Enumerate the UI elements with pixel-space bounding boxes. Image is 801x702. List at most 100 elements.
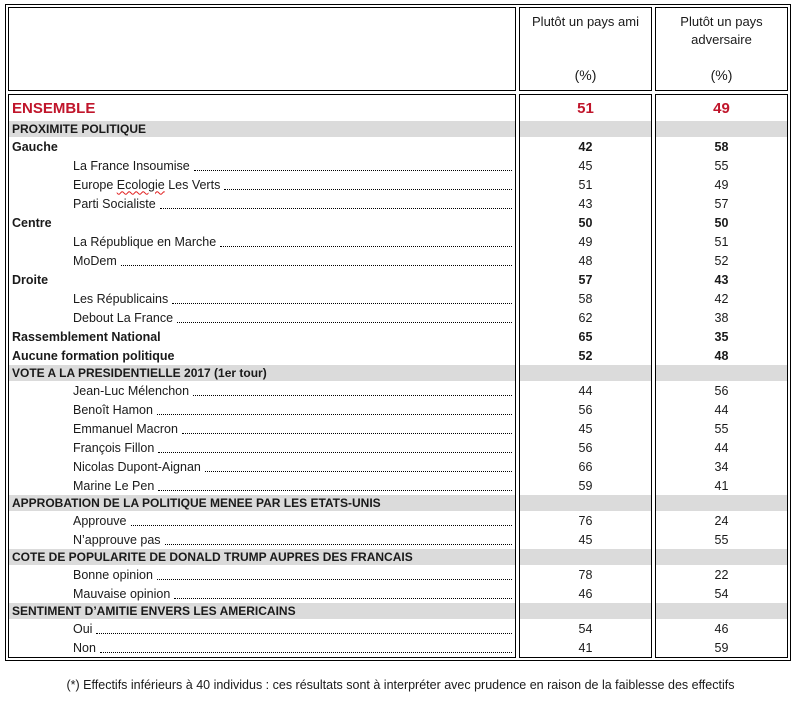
row-label: La France Insoumise [9, 156, 515, 175]
section-band-title: COTE DE POPULARITE DE DONALD TRUMP AUPRE… [9, 549, 515, 565]
adversaire-value-cell: 22 [714, 567, 729, 582]
dotted-leader [120, 265, 512, 266]
dotted-leader [99, 652, 512, 653]
row-label: La République en Marche [9, 232, 515, 251]
dotted-leader [204, 471, 512, 472]
adversaire-value-cell: 57 [714, 196, 729, 211]
row-label-text: Non [73, 640, 96, 655]
ami-value-cell: 45 [578, 532, 593, 547]
row-label: Centre [9, 213, 515, 232]
adversaire-value-cell: 49 [714, 177, 729, 192]
ami-value-cell: 54 [578, 621, 593, 636]
section-band-spacer [520, 549, 651, 565]
ami-value-cell: 65 [578, 329, 593, 344]
row-label: Rassemblement National [9, 327, 515, 346]
ami-value-cell: 57 [578, 272, 593, 287]
adversaire-value-cell: 42 [714, 291, 729, 306]
row-label: Nicolas Dupont-Aignan [9, 457, 515, 476]
ami-value-cell: 66 [578, 459, 593, 474]
labels-column: ENSEMBLE PROXIMITE POLITIQUE Gauche La Fra… [8, 94, 516, 658]
ensemble-row-label: ENSEMBLE [9, 95, 515, 121]
row-label-text: La France Insoumise [73, 158, 190, 173]
row-label: Approuve [9, 511, 515, 530]
dotted-leader [96, 633, 512, 634]
row-label: Europe Ecologie Les Verts [9, 175, 515, 194]
ami-value-cell: 45 [578, 421, 593, 436]
row-label-text: MoDem [73, 253, 117, 268]
misspelled-word: Ecologie [116, 177, 165, 192]
adversaire-values-column: 49 58 55 49 57 50 51 52 43 42 38 35 48 56 44 55 44 34 41 2… [655, 94, 788, 658]
dotted-leader [156, 414, 512, 415]
row-label-text: Emmanuel Macron [73, 421, 178, 436]
footnote: (*) Effectifs inférieurs à 40 individus … [66, 678, 735, 692]
ami-value-cell: 76 [578, 513, 593, 528]
ami-value-cell: 51 [578, 177, 593, 192]
adversaire-value-cell: 55 [714, 158, 729, 173]
section-band-spacer [656, 549, 787, 565]
row-label-text: Debout La France [73, 310, 174, 325]
adversaire-value-cell: 50 [714, 215, 729, 230]
ensemble-label: ENSEMBLE [12, 99, 96, 117]
row-label-text: Marine Le Pen [73, 478, 155, 493]
adversaire-value-cell: 55 [714, 421, 729, 436]
row-label: Aucune formation politique [9, 346, 515, 365]
adversaire-value-cell: 48 [714, 348, 729, 363]
dotted-leader [174, 598, 512, 599]
row-label: Emmanuel Macron [9, 419, 515, 438]
section-band-title: PROXIMITE POLITIQUE [9, 121, 515, 137]
ami-values-column: 51 42 45 51 43 50 49 48 57 58 62 65 52 44 56 45 56 66 59 7… [519, 94, 652, 658]
section-band-spacer [656, 495, 787, 511]
section-band-title: SENTIMENT D’AMITIE ENVERS LES AMERICAINS [9, 603, 515, 619]
ami-value-cell: 56 [578, 402, 593, 417]
ami-value-cell: 44 [578, 383, 593, 398]
column-header-adversaire-title: Plutôt un pays adversaire [680, 14, 763, 47]
section-band-spacer [520, 603, 651, 619]
ami-value-cell: 42 [578, 139, 593, 154]
section-band-title: VOTE A LA PRESIDENTIELLE 2017 (1er tour) [9, 365, 515, 381]
adversaire-value-cell: 58 [714, 139, 729, 154]
row-label-text: Droite [12, 272, 49, 287]
adversaire-value-cell: 56 [714, 383, 729, 398]
row-label: Oui [9, 619, 515, 638]
adversaire-value-cell: 24 [714, 513, 729, 528]
ami-value-cell: 52 [578, 348, 593, 363]
adversaire-value-cell: 52 [714, 253, 729, 268]
column-header-ami: Plutôt un pays ami (%) [519, 7, 652, 91]
row-label: Les Républicains [9, 289, 515, 308]
adversaire-value-cell: 59 [714, 640, 729, 655]
dotted-leader [159, 208, 512, 209]
dotted-leader [156, 579, 512, 580]
row-label-text: Mauvaise opinion [73, 586, 171, 601]
column-header-adversaire-unit: (%) [710, 67, 733, 83]
dotted-leader [193, 395, 512, 396]
section-band-spacer [656, 365, 787, 381]
row-label: Debout La France [9, 308, 515, 327]
row-label: Jean-Luc Mélenchon [9, 381, 515, 400]
row-label-text: N’approuve pas [73, 532, 161, 547]
adversaire-value-cell: 34 [714, 459, 729, 474]
adversaire-value-cell: 35 [714, 329, 729, 344]
row-label: Droite [9, 270, 515, 289]
dotted-leader [181, 433, 512, 434]
ensemble-ami-value: 51 [577, 99, 594, 117]
adversaire-value-cell: 51 [714, 234, 729, 249]
row-label-text: Centre [12, 215, 52, 230]
row-label: Mauvaise opinion [9, 584, 515, 603]
row-label-text: François Fillon [73, 440, 155, 455]
row-label: Parti Socialiste [9, 194, 515, 213]
row-label: Gauche [9, 137, 515, 156]
section-band-spacer [520, 121, 651, 137]
row-label: Non [9, 638, 515, 657]
row-label-text: Bonne opinion [73, 567, 153, 582]
row-label-text: Gauche [12, 139, 58, 154]
adversaire-value-cell: 38 [714, 310, 729, 325]
dotted-leader [158, 452, 512, 453]
row-label: Benoît Hamon [9, 400, 515, 419]
dotted-leader [224, 189, 512, 190]
ami-value-cell: 50 [578, 215, 593, 230]
dotted-leader [193, 170, 512, 171]
adversaire-value-cell: 55 [714, 532, 729, 547]
ami-value-cell: 62 [578, 310, 593, 325]
row-label: MoDem [9, 251, 515, 270]
row-label-text: Approuve [73, 513, 127, 528]
